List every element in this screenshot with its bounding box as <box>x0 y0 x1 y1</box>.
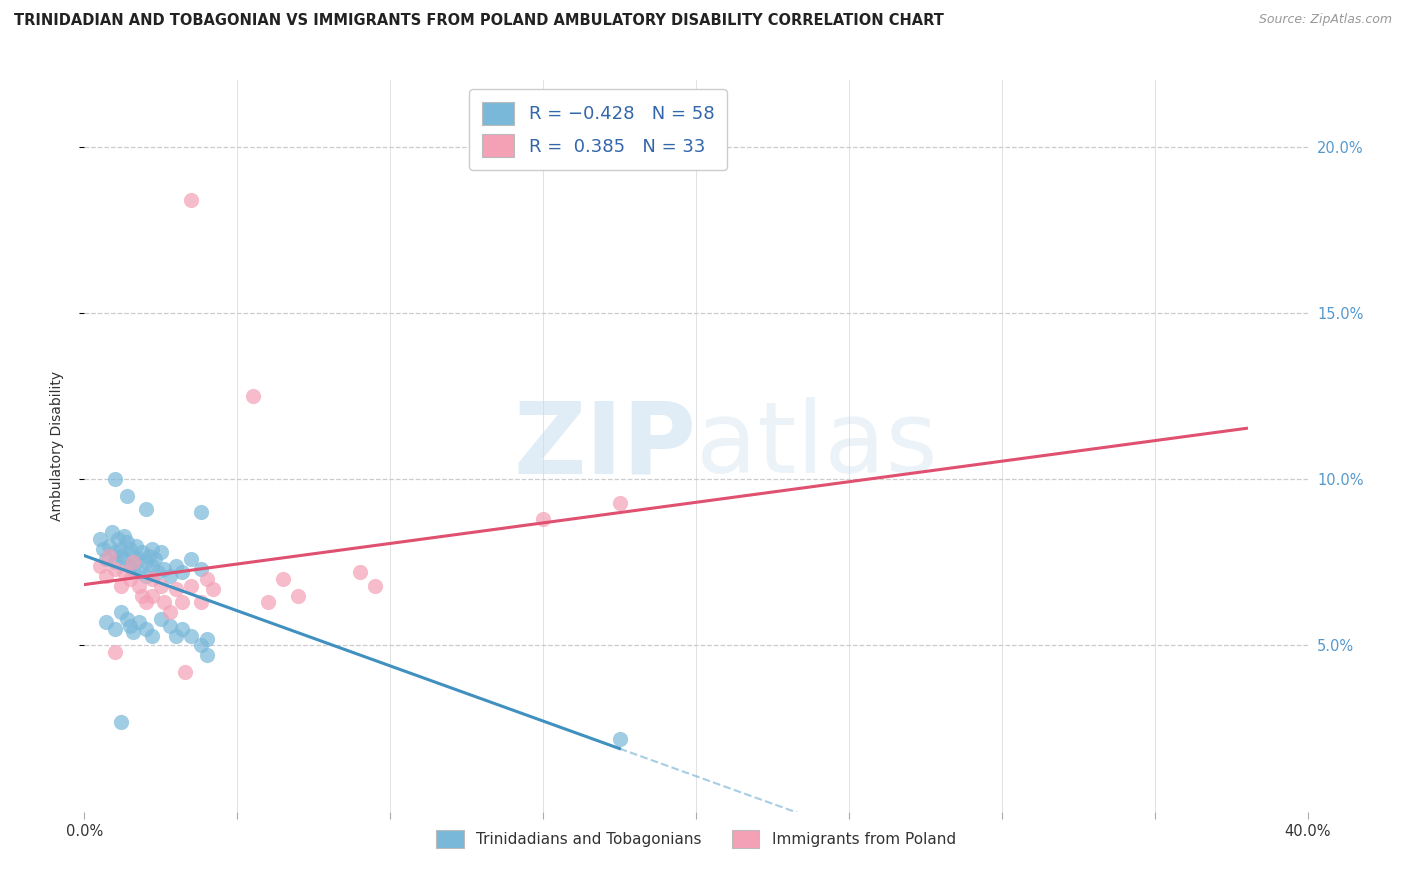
Point <box>131 589 153 603</box>
Point <box>165 582 187 596</box>
Point <box>97 539 120 553</box>
Point <box>190 639 212 653</box>
Point <box>104 545 127 559</box>
Point <box>110 605 132 619</box>
Point <box>195 632 218 646</box>
Point <box>609 731 631 746</box>
Point <box>165 558 187 573</box>
Point <box>104 622 127 636</box>
Point <box>128 615 150 630</box>
Point <box>159 568 181 582</box>
Text: TRINIDADIAN AND TOBAGONIAN VS IMMIGRANTS FROM POLAND AMBULATORY DISABILITY CORRE: TRINIDADIAN AND TOBAGONIAN VS IMMIGRANTS… <box>14 13 943 29</box>
Point <box>122 625 145 640</box>
Point <box>120 558 142 573</box>
Point <box>141 542 163 557</box>
Point <box>180 552 202 566</box>
Point <box>146 566 169 580</box>
Point <box>180 628 202 642</box>
Point <box>122 555 145 569</box>
Point <box>531 512 554 526</box>
Point <box>94 615 117 630</box>
Point <box>141 572 163 586</box>
Point <box>135 568 157 582</box>
Point <box>141 558 163 573</box>
Point <box>364 579 387 593</box>
Point <box>97 549 120 563</box>
Point <box>180 579 202 593</box>
Point <box>135 555 157 569</box>
Point <box>172 622 194 636</box>
Point <box>141 628 163 642</box>
Text: ZIP: ZIP <box>513 398 696 494</box>
Point <box>94 552 117 566</box>
Point <box>271 572 294 586</box>
Point <box>104 562 127 576</box>
Point <box>110 549 132 563</box>
Point <box>165 628 187 642</box>
Legend: Trinidadians and Tobagonians, Immigrants from Poland: Trinidadians and Tobagonians, Immigrants… <box>429 822 963 855</box>
Point <box>190 595 212 609</box>
Point <box>115 612 138 626</box>
Point <box>89 532 111 546</box>
Point <box>349 566 371 580</box>
Point <box>120 618 142 632</box>
Point <box>609 495 631 509</box>
Point <box>138 549 160 563</box>
Point <box>159 605 181 619</box>
Text: atlas: atlas <box>696 398 938 494</box>
Point <box>153 562 176 576</box>
Point <box>149 545 172 559</box>
Point <box>115 489 138 503</box>
Point <box>287 589 309 603</box>
Point <box>122 549 145 563</box>
Point <box>149 579 172 593</box>
Point <box>89 558 111 573</box>
Point <box>101 525 124 540</box>
Point <box>135 502 157 516</box>
Point <box>107 532 129 546</box>
Point <box>172 566 194 580</box>
Point <box>110 714 132 729</box>
Point <box>242 389 264 403</box>
Point <box>153 595 176 609</box>
Point <box>174 665 197 679</box>
Point <box>110 542 132 557</box>
Point <box>159 618 181 632</box>
Point <box>104 645 127 659</box>
Point <box>128 579 150 593</box>
Point <box>128 566 150 580</box>
Point <box>104 472 127 486</box>
Point <box>201 582 224 596</box>
Point <box>131 545 153 559</box>
Point <box>112 552 135 566</box>
Point <box>110 579 132 593</box>
Point <box>120 542 142 557</box>
Point <box>180 193 202 207</box>
Point <box>125 539 148 553</box>
Point <box>115 535 138 549</box>
Point <box>172 595 194 609</box>
Y-axis label: Ambulatory Disability: Ambulatory Disability <box>49 371 63 521</box>
Point <box>190 562 212 576</box>
Point <box>112 529 135 543</box>
Point <box>122 562 145 576</box>
Point <box>135 622 157 636</box>
Point <box>195 572 218 586</box>
Point <box>141 589 163 603</box>
Point <box>135 595 157 609</box>
Point <box>128 552 150 566</box>
Point <box>195 648 218 663</box>
Text: Source: ZipAtlas.com: Source: ZipAtlas.com <box>1258 13 1392 27</box>
Point <box>190 506 212 520</box>
Point <box>149 612 172 626</box>
Point <box>91 542 114 557</box>
Point <box>94 568 117 582</box>
Point <box>143 552 166 566</box>
Point <box>112 566 135 580</box>
Point <box>120 572 142 586</box>
Point <box>104 555 127 569</box>
Point <box>257 595 280 609</box>
